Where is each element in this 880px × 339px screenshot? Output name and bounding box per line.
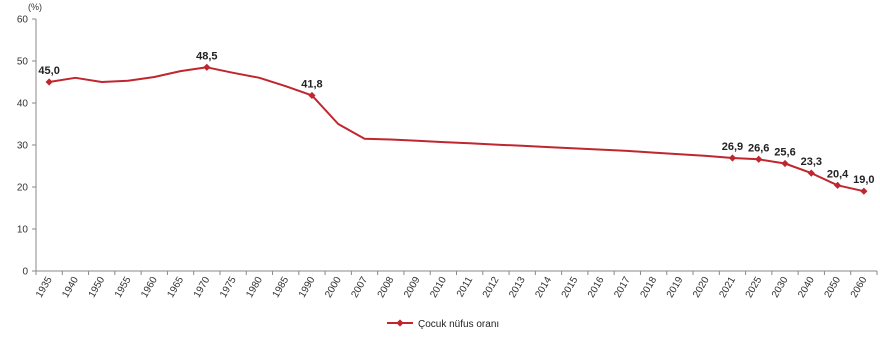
x-tick-label: 2025	[744, 275, 765, 300]
data-label: 26,6	[748, 142, 769, 154]
y-unit-label: (%)	[28, 2, 42, 12]
legend-swatch-marker	[396, 319, 404, 327]
x-tick-label: 2012	[481, 275, 502, 300]
data-label: 23,3	[801, 156, 822, 168]
x-tick-label: 1950	[87, 275, 108, 300]
x-tick-label: 1975	[218, 275, 239, 300]
x-tick-label: 2021	[717, 275, 738, 300]
y-tick-label: 20	[17, 183, 29, 194]
x-tick-label: 2007	[349, 275, 370, 300]
x-tick-label: 2011	[455, 275, 475, 300]
y-tick-label: 60	[17, 15, 29, 26]
data-point-marker	[755, 155, 763, 163]
x-tick-label: 2009	[402, 275, 423, 300]
x-tick-label: 2015	[560, 275, 581, 300]
x-tick-label: 1935	[34, 275, 55, 300]
data-point-marker	[860, 187, 868, 195]
x-tick-label: 2019	[665, 275, 686, 300]
x-tick-label: 2018	[639, 275, 660, 300]
data-label: 26,9	[722, 141, 743, 153]
data-point-marker	[45, 78, 53, 86]
series-layer	[45, 63, 868, 195]
data-label: 25,6	[774, 146, 795, 158]
x-tick-label: 1955	[113, 275, 134, 300]
x-tick-label: 1990	[297, 275, 318, 300]
x-tick-label: 2040	[796, 275, 817, 300]
y-tick-label: 40	[17, 99, 29, 110]
x-tick-label: 2017	[612, 275, 633, 300]
data-labels: 45,0 48,5 41,8 26,9 26,6 25,6 23,3 20,4 19,0	[38, 50, 874, 186]
x-tick-label: 1970	[192, 275, 213, 300]
x-tick-label: 2000	[323, 275, 344, 300]
data-point-marker	[728, 154, 737, 162]
data-label: 41,8	[301, 78, 322, 90]
x-tick-label: 2014	[533, 275, 554, 300]
data-label: 19,0	[853, 174, 874, 186]
y-tick-label: 10	[17, 225, 29, 236]
x-tick-label: 1980	[244, 275, 265, 300]
x-tick-label: 1985	[271, 275, 292, 300]
x-tick-label: 2013	[507, 275, 528, 300]
axes	[32, 18, 878, 275]
series-line	[48, 66, 865, 193]
data-point-marker	[833, 181, 842, 189]
x-tick-label: 2050	[823, 275, 844, 300]
data-label: 45,0	[38, 65, 59, 77]
y-tick-label: 30	[17, 141, 29, 152]
data-point-marker	[807, 169, 815, 177]
data-label: 48,5	[196, 50, 217, 62]
x-tick-label: 2020	[691, 275, 712, 300]
x-tick-label: 2008	[376, 275, 397, 300]
x-tick-label: 2030	[770, 275, 791, 300]
legend: Çocuk nüfus oranı	[387, 319, 499, 330]
y-tick-labels: 0 10 20 30 40 50 60	[17, 15, 29, 278]
data-label: 20,4	[827, 168, 849, 180]
x-tick-label: 2010	[428, 275, 449, 300]
legend-label: Çocuk nüfus oranı	[418, 319, 499, 330]
y-tick-label: 0	[22, 267, 28, 278]
x-tick-label: 2016	[586, 275, 607, 300]
x-tick-label: 1960	[139, 275, 160, 300]
y-tick-label: 50	[17, 57, 29, 68]
data-point-marker	[203, 63, 211, 71]
x-tick-label: 1940	[60, 275, 81, 300]
x-tick-labels: 1935 1940 1950 1955 1960 1965 1970 1975 1980 1985…	[34, 275, 870, 300]
x-tick-label: 2060	[849, 275, 870, 300]
x-tick-label: 1965	[165, 275, 186, 300]
data-point-marker	[781, 159, 789, 168]
data-point-marker	[308, 91, 316, 100]
